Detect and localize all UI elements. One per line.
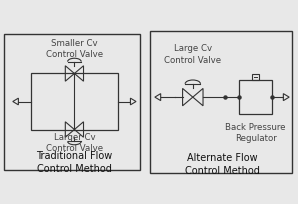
Text: Larger Cv
Control Valve: Larger Cv Control Valve <box>46 132 103 152</box>
Text: Alternate Flow
Control Method: Alternate Flow Control Method <box>184 152 260 175</box>
Text: Smaller Cv
Control Valve: Smaller Cv Control Valve <box>46 39 103 59</box>
Bar <box>252 75 259 81</box>
Bar <box>31 74 118 130</box>
Text: Back Pressure
Regulator: Back Pressure Regulator <box>225 122 286 143</box>
Text: Traditional Flow
Control Method: Traditional Flow Control Method <box>36 150 113 173</box>
Bar <box>239 81 272 114</box>
Text: Large Cv
Control Valve: Large Cv Control Valve <box>164 44 221 64</box>
